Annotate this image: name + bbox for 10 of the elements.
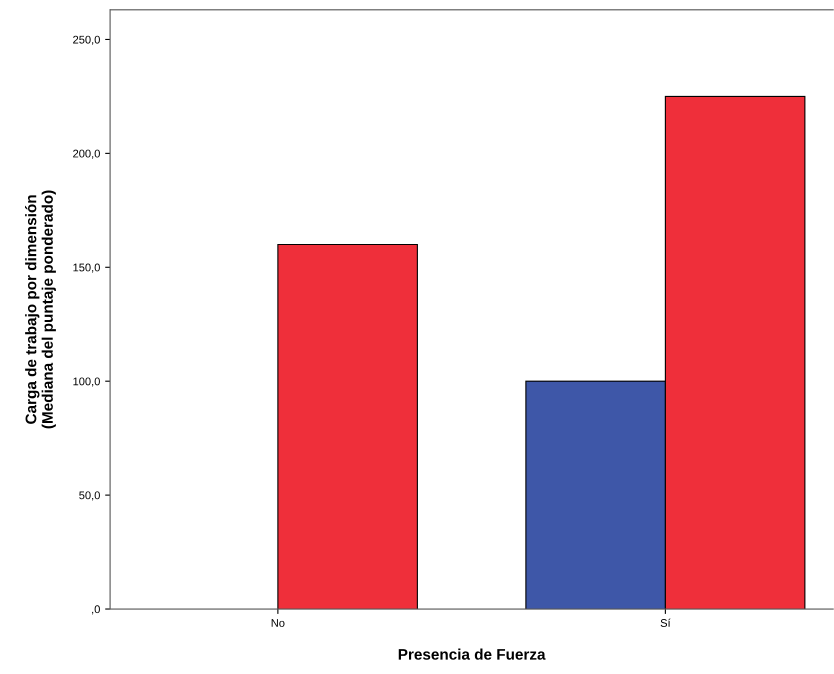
x-axis-title: Presencia de Fuerza [398, 648, 546, 660]
y-tick-label: 200,0 [73, 150, 100, 159]
y-axis-title: Carga de trabajo por dimensión (Mediana del puntaje ponderado) [25, 190, 56, 428]
y-tick-label: ,0 [92, 605, 100, 614]
y-tick-label: 250,0 [73, 36, 100, 45]
y-tick-label: 50,0 [79, 491, 100, 501]
x-tick-label: No [272, 619, 285, 627]
y-tick-label: 100,0 [73, 377, 100, 387]
x-tick-label: Sí [660, 618, 671, 627]
y-tick-label: 150,0 [73, 264, 100, 273]
